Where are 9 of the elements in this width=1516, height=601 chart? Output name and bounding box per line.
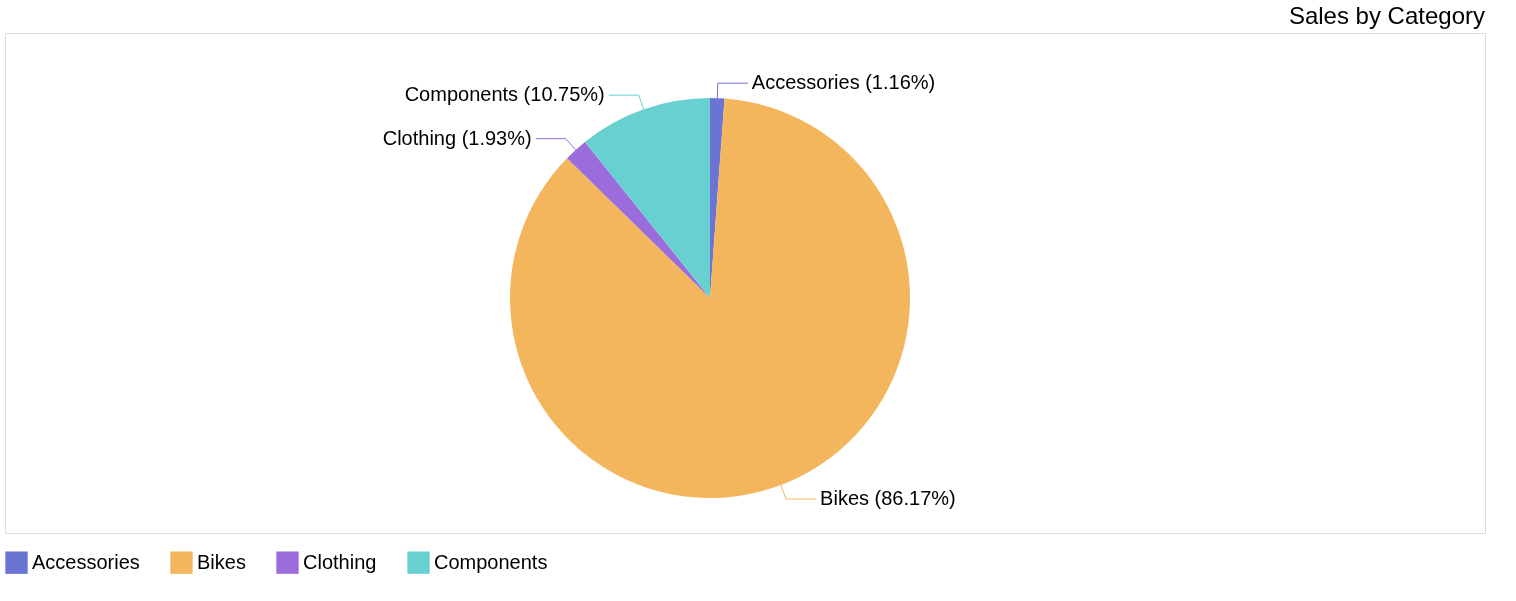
legend-label: Accessories — [32, 550, 140, 573]
data-label: Components (10.75%) — [404, 83, 605, 106]
legend-label: Clothing — [303, 550, 377, 573]
legend-label: Bikes — [197, 550, 246, 573]
text: Sales by Category — [1288, 2, 1485, 29]
data-label: Accessories (1.16%) — [751, 71, 936, 94]
legend-label: Components — [434, 550, 548, 573]
data-label: Clothing (1.93%) — [382, 126, 532, 149]
data-label: Bikes (86.17%) — [820, 487, 956, 510]
